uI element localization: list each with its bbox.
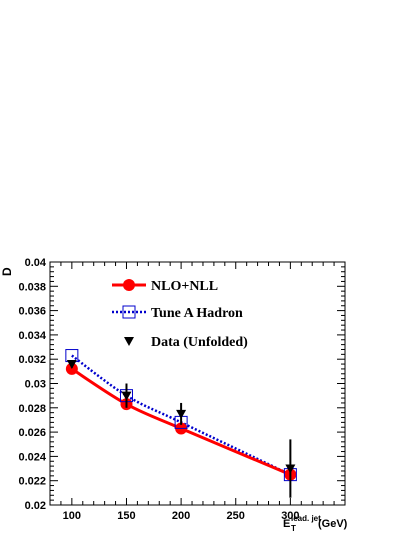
y-tick-label: 0.03: [25, 379, 46, 391]
x-axis-title-sup: lead. jet: [291, 514, 321, 523]
legend-label: Tune A Hadron: [151, 306, 243, 321]
y-tick-label: 0.026: [18, 427, 46, 439]
tune-a-hadron-line: [71, 354, 291, 476]
legend-swatch-nlo-nll-marker: [123, 279, 135, 291]
axes: 100 150 200 250 300 0.02 0.022 0.024 0.026 0.028 0…: [18, 257, 346, 522]
y-axis-title: D: [0, 267, 14, 276]
data-point: [176, 409, 187, 419]
legend-label: NLO+NLL: [151, 279, 218, 294]
x-tick-label: 250: [227, 510, 245, 522]
y-tick-label: 0.02: [25, 500, 46, 512]
y-tick-label: 0.028: [18, 403, 46, 415]
x-tick-label: 150: [117, 510, 135, 522]
legend-swatch-tune-a-marker: [122, 305, 136, 319]
legend: NLO+NLL Tune A Hadron Data (Unfolded): [112, 279, 248, 350]
x-tick-label: 100: [63, 510, 81, 522]
x-axis-title: E lead. jet T (GeV): [283, 514, 348, 533]
y-tick-label: 0.022: [18, 476, 46, 488]
y-tick-label: 0.04: [25, 257, 47, 269]
data-point: [66, 360, 77, 370]
series-group: [65, 349, 297, 498]
y-tick-label: 0.024: [18, 451, 46, 463]
y-tick-label: 0.034: [18, 330, 46, 342]
x-tick-label: 300: [281, 510, 299, 522]
y-tick-label: 0.032: [18, 354, 46, 366]
data-point: [121, 391, 132, 401]
y-tick-label: 0.036: [18, 306, 46, 318]
nlo-nll-line: [71, 367, 291, 477]
x-axis-title-main: E: [283, 518, 290, 530]
x-axis-title-sub: T: [291, 524, 296, 533]
legend-label: Data (Unfolded): [151, 335, 248, 350]
y-tick-label: 0.038: [18, 281, 46, 293]
legend-swatch-data-marker: [124, 337, 134, 346]
data-point: [285, 464, 296, 474]
x-axis-title-unit: (GeV): [318, 518, 348, 530]
x-tick-label: 200: [172, 510, 190, 522]
